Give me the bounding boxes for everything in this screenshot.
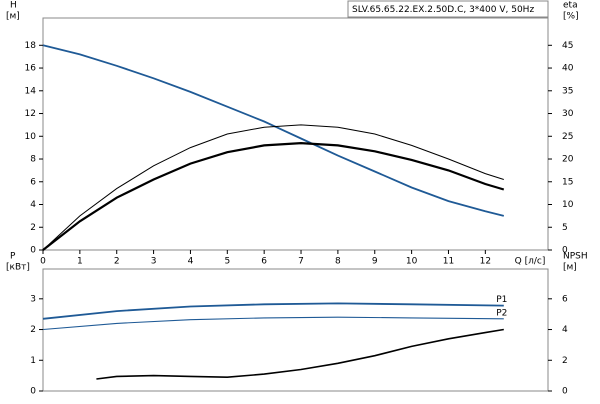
y2-tick-label: 2 xyxy=(562,356,568,366)
y2-label: NPSH xyxy=(563,252,588,262)
y2-tick-label: 25 xyxy=(562,132,573,142)
x-tick-label: 8 xyxy=(335,257,341,267)
x-tick-label: 12 xyxy=(480,257,491,267)
chart-title: SLV.65.65.22.EX.2.50D.C, 3*400 V, 50Hz xyxy=(352,5,534,15)
x-tick-label: 2 xyxy=(114,257,120,267)
x-label: Q [л/с] xyxy=(515,257,546,267)
y2-tick-label: 15 xyxy=(562,177,573,187)
curve xyxy=(42,302,504,320)
y-label: P xyxy=(10,252,16,262)
y-tick-label: 8 xyxy=(30,155,36,165)
x-tick-label: 3 xyxy=(151,257,157,267)
y-tick-label: 0 xyxy=(30,387,36,397)
curve xyxy=(96,328,504,380)
y2-tick-label: 35 xyxy=(562,86,573,96)
plot-frame xyxy=(42,268,549,392)
x-tick-label: 9 xyxy=(372,257,378,267)
y-tick-label: 10 xyxy=(25,132,37,142)
y-unit: [м] xyxy=(6,12,20,22)
y-tick-label: 12 xyxy=(25,109,36,119)
curve xyxy=(42,316,504,331)
curve-label: P2 xyxy=(496,308,507,318)
y2-tick-label: 5 xyxy=(562,223,568,233)
y2-tick-label: 0 xyxy=(562,246,568,256)
y-tick-label: 0 xyxy=(30,246,36,256)
x-tick-label: 6 xyxy=(261,257,267,267)
y-tick-label: 18 xyxy=(25,41,37,51)
x-tick-label: 4 xyxy=(188,257,194,267)
y-label: H xyxy=(10,1,17,11)
curve xyxy=(42,124,504,251)
y2-tick-label: 6 xyxy=(562,294,568,304)
y-unit: [кВт] xyxy=(6,263,30,273)
y-tick-label: 1 xyxy=(30,356,36,366)
y2-unit: [м] xyxy=(563,263,577,273)
plot-frame xyxy=(42,17,549,251)
curve xyxy=(42,44,505,217)
y2-tick-label: 10 xyxy=(562,200,574,210)
y2-tick-label: 20 xyxy=(562,155,574,165)
y-tick-label: 4 xyxy=(30,200,36,210)
x-tick-label: 5 xyxy=(224,257,230,267)
curve-label: P1 xyxy=(496,295,507,305)
y-tick-label: 14 xyxy=(25,86,37,96)
y-tick-label: 16 xyxy=(25,64,37,74)
y-tick-label: 6 xyxy=(30,177,36,187)
y2-label: eta xyxy=(563,1,578,11)
y-tick-label: 2 xyxy=(30,325,36,335)
x-tick-label: 0 xyxy=(40,257,46,267)
curve xyxy=(42,141,505,251)
x-tick-label: 11 xyxy=(443,257,454,267)
y2-tick-label: 30 xyxy=(562,109,574,119)
y2-tick-label: 40 xyxy=(562,64,574,74)
y2-unit: [%] xyxy=(563,12,579,22)
y2-tick-label: 4 xyxy=(562,325,568,335)
x-tick-label: 10 xyxy=(406,257,418,267)
y2-tick-label: 45 xyxy=(562,41,573,51)
y-tick-label: 3 xyxy=(30,294,36,304)
y-tick-label: 2 xyxy=(30,223,36,233)
title-box xyxy=(347,0,549,18)
x-tick-label: 1 xyxy=(77,257,83,267)
x-tick-label: 7 xyxy=(298,257,304,267)
y2-tick-label: 0 xyxy=(562,387,568,397)
